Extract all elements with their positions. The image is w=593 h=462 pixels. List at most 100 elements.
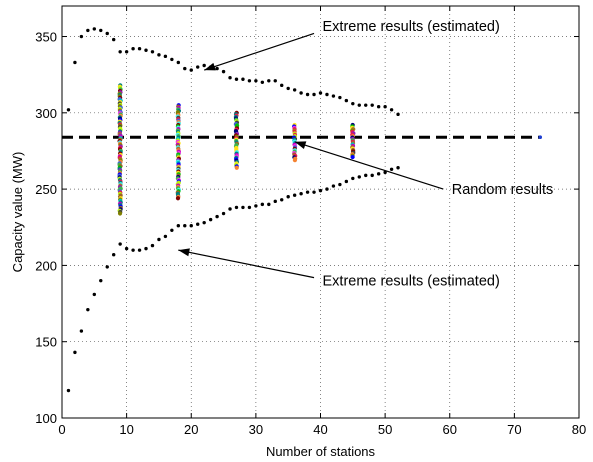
y-tick-label: 150: [35, 335, 57, 350]
grid: [62, 6, 579, 418]
extreme-result-point: [86, 28, 90, 33]
extreme-result-point: [299, 191, 303, 196]
extreme-result-point: [150, 50, 155, 54]
extreme-result-point: [241, 205, 245, 210]
y-axis-label: Capacity value (MW): [10, 152, 25, 273]
extreme-result-point: [157, 53, 161, 57]
extreme-result-point: [112, 37, 116, 42]
extreme-result-point: [170, 57, 174, 62]
extreme-result-point: [228, 207, 232, 211]
extreme-result-point: [215, 214, 219, 219]
extreme-result-point: [286, 86, 290, 91]
extreme-result-point: [389, 167, 394, 171]
extreme-result-point: [176, 60, 181, 65]
extreme-result-point: [196, 65, 200, 69]
y-tick-label: 200: [35, 258, 57, 273]
x-axis-label: Number of stations: [266, 444, 376, 459]
extreme-result-point: [189, 68, 193, 72]
y-tick-label: 300: [35, 106, 57, 121]
annotation-layer: Extreme results (estimated) Random result…: [178, 19, 553, 290]
extreme-result-point: [105, 265, 109, 269]
extreme-result-point: [364, 103, 368, 107]
extreme-result-point: [338, 95, 342, 100]
x-tick-label: 20: [184, 422, 198, 437]
extreme-result-point: [170, 228, 174, 233]
extreme-result-point: [118, 242, 122, 246]
extreme-result-point: [79, 329, 84, 333]
extreme-result-point: [299, 91, 303, 95]
x-tick-label: 10: [119, 422, 133, 437]
x-tick-label: 60: [443, 422, 457, 437]
extreme-result-point: [292, 193, 297, 197]
extreme-result-point: [325, 92, 329, 97]
extreme-result-point: [118, 50, 122, 54]
random-result-point: [350, 154, 355, 160]
extreme-result-point: [260, 202, 265, 207]
extreme-result-point: [254, 79, 258, 83]
extreme-result-point: [66, 388, 71, 393]
annotation-label: Extreme results (estimated): [323, 274, 500, 290]
extreme-result-point: [163, 234, 168, 239]
x-tick-label: 80: [572, 422, 586, 437]
extreme-result-point: [364, 173, 368, 178]
annotation-label: Extreme results (estimated): [323, 19, 500, 35]
extreme-result-point: [189, 224, 193, 228]
extreme-result-point: [112, 253, 116, 257]
extreme-result-point: [344, 98, 349, 103]
extreme-result-point: [234, 205, 239, 210]
extreme-result-point: [215, 66, 219, 71]
extreme-result-point: [234, 77, 239, 81]
extreme-result-point: [357, 103, 361, 107]
extreme-result-point: [66, 108, 71, 112]
extreme-result-point: [376, 172, 381, 176]
extreme-result-point: [383, 105, 387, 109]
extra-point: [538, 135, 543, 140]
extreme-result-point: [99, 278, 103, 283]
extreme-result-point: [357, 175, 361, 179]
extreme-result-point: [208, 217, 213, 222]
extreme-result-point: [351, 101, 355, 106]
extreme-result-point: [260, 80, 265, 84]
extreme-result-point: [144, 246, 148, 251]
random-result-point: [117, 211, 123, 216]
extreme-result-point: [183, 224, 187, 228]
extreme-result-point: [144, 48, 148, 52]
extreme-result-point: [273, 79, 277, 83]
extreme-result-point: [131, 248, 135, 252]
annotation-arrow-line: [178, 249, 315, 279]
extreme-result-point: [312, 92, 316, 97]
extreme-result-point: [124, 246, 129, 251]
annotation-arrow-head: [204, 62, 216, 71]
extreme-series-layer: [66, 27, 543, 393]
x-tick-label: 40: [313, 422, 327, 437]
extreme-result-point: [73, 60, 77, 65]
extreme-result-point: [370, 103, 374, 107]
x-tick-label: 70: [507, 422, 521, 437]
extreme-result-point: [331, 184, 336, 188]
extreme-result-point: [292, 88, 297, 92]
extreme-result-point: [286, 195, 290, 199]
annotation-label: Random results: [452, 182, 554, 198]
extreme-result-point: [396, 112, 400, 117]
extreme-result-point: [318, 188, 323, 193]
tick-layer: 0 10 20 30 40 50 60 70 80 100 150 200 250 300 350: [35, 6, 586, 437]
plot-area: [62, 6, 579, 418]
x-tick-label: 30: [249, 422, 263, 437]
extreme-result-point: [105, 31, 109, 36]
extreme-result-point: [338, 182, 342, 187]
extreme-result-point: [157, 237, 161, 242]
extreme-result-point: [241, 77, 245, 81]
extreme-result-point: [202, 63, 206, 68]
extreme-result-point: [305, 190, 310, 194]
extreme-result-point: [247, 79, 252, 83]
extreme-result-point: [79, 34, 84, 39]
extreme-result-point: [196, 222, 200, 226]
extreme-result-point: [99, 28, 103, 33]
extreme-result-point: [150, 243, 155, 248]
random-results-layer: [117, 83, 356, 216]
x-tick-label: 0: [58, 422, 65, 437]
extreme-result-point: [280, 198, 284, 202]
extreme-result-point: [280, 83, 284, 88]
extreme-result-point: [92, 27, 97, 31]
